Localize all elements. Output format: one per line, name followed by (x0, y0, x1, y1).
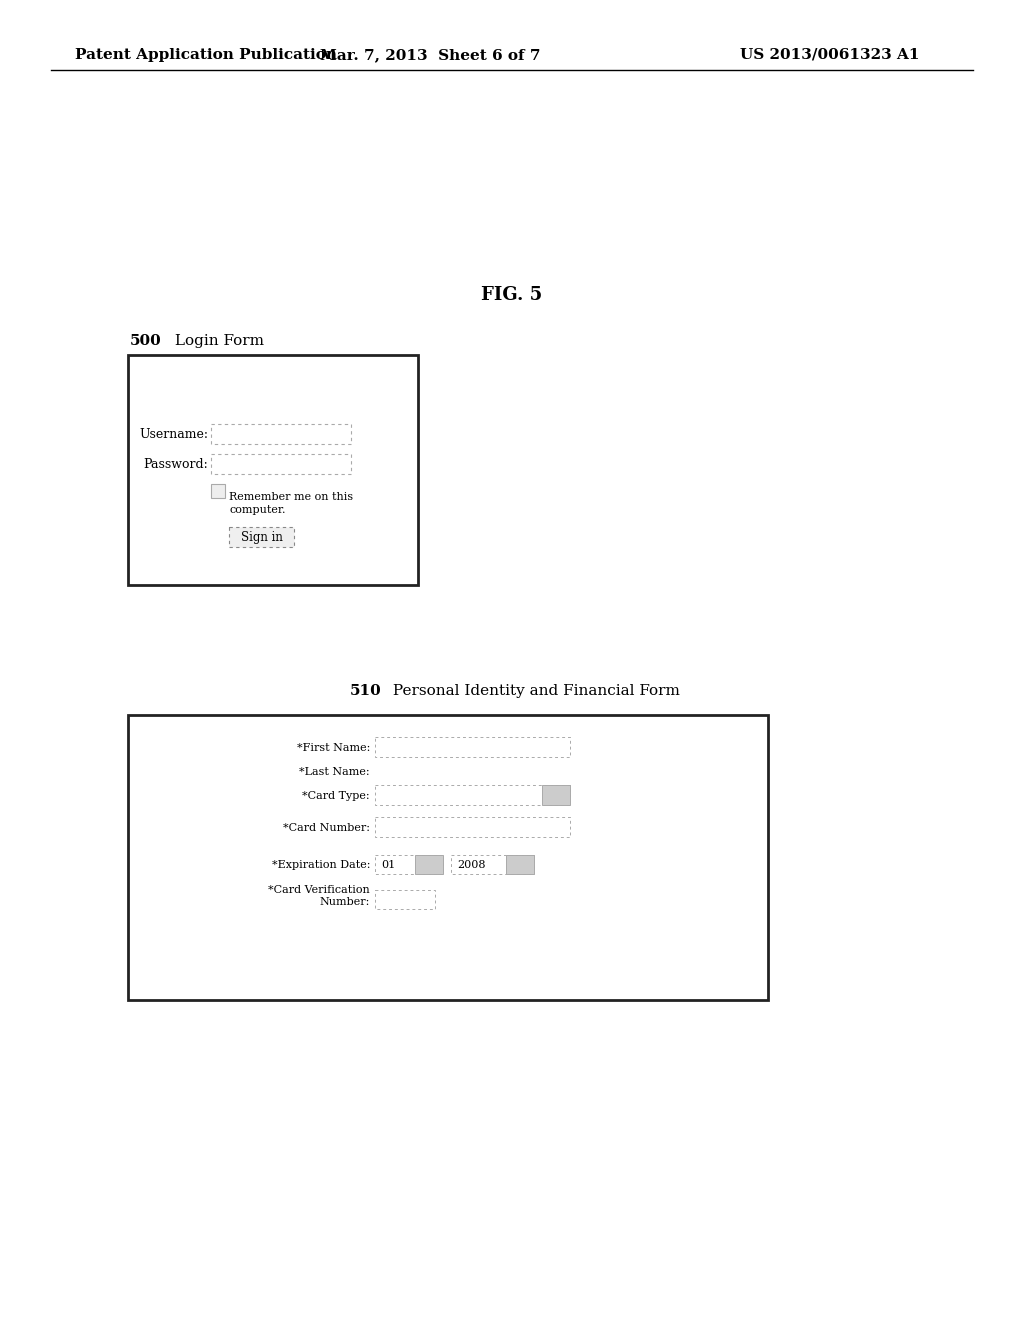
Text: *Card Type:: *Card Type: (302, 791, 370, 801)
Text: 510: 510 (350, 684, 382, 698)
FancyBboxPatch shape (375, 855, 443, 874)
Text: Personal Identity and Financial Form: Personal Identity and Financial Form (388, 684, 680, 698)
Text: *Last Name:: *Last Name: (299, 767, 370, 777)
Text: Username:: Username: (139, 429, 208, 441)
Text: US 2013/0061323 A1: US 2013/0061323 A1 (740, 48, 920, 62)
Text: Mar. 7, 2013  Sheet 6 of 7: Mar. 7, 2013 Sheet 6 of 7 (319, 48, 541, 62)
Text: Remember me on this
computer.: Remember me on this computer. (229, 492, 353, 515)
FancyBboxPatch shape (211, 424, 351, 444)
Bar (542, 785, 570, 805)
Text: ▾: ▾ (554, 791, 558, 801)
Bar (128, 355, 418, 585)
Bar (128, 715, 768, 1001)
Text: *Card Verification
Number:: *Card Verification Number: (268, 884, 370, 907)
FancyBboxPatch shape (375, 785, 570, 805)
Text: *First Name:: *First Name: (297, 743, 370, 752)
FancyBboxPatch shape (375, 890, 435, 909)
Text: Password:: Password: (143, 458, 208, 471)
FancyBboxPatch shape (451, 855, 534, 874)
Text: Sign in: Sign in (241, 531, 283, 544)
Text: 500: 500 (130, 334, 162, 348)
Bar (211, 484, 225, 498)
Text: 2008: 2008 (457, 861, 485, 870)
FancyBboxPatch shape (375, 737, 570, 756)
Text: FIG. 5: FIG. 5 (481, 286, 543, 304)
Text: 01: 01 (381, 861, 395, 870)
Text: *Card Number:: *Card Number: (283, 822, 370, 833)
FancyBboxPatch shape (229, 527, 294, 546)
FancyBboxPatch shape (375, 817, 570, 837)
Bar (506, 855, 534, 874)
FancyBboxPatch shape (211, 454, 351, 474)
Text: ▾: ▾ (427, 861, 431, 870)
Text: *Expiration Date:: *Expiration Date: (271, 861, 370, 870)
Text: ▾: ▾ (517, 861, 522, 870)
Bar (415, 855, 443, 874)
Text: Patent Application Publication: Patent Application Publication (75, 48, 337, 62)
Text: Login Form: Login Form (170, 334, 264, 348)
